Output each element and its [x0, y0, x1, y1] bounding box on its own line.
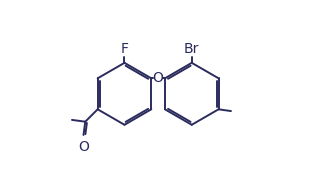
Text: Br: Br: [184, 42, 199, 56]
Text: F: F: [121, 42, 128, 56]
Text: O: O: [153, 71, 163, 85]
Text: O: O: [78, 140, 89, 154]
